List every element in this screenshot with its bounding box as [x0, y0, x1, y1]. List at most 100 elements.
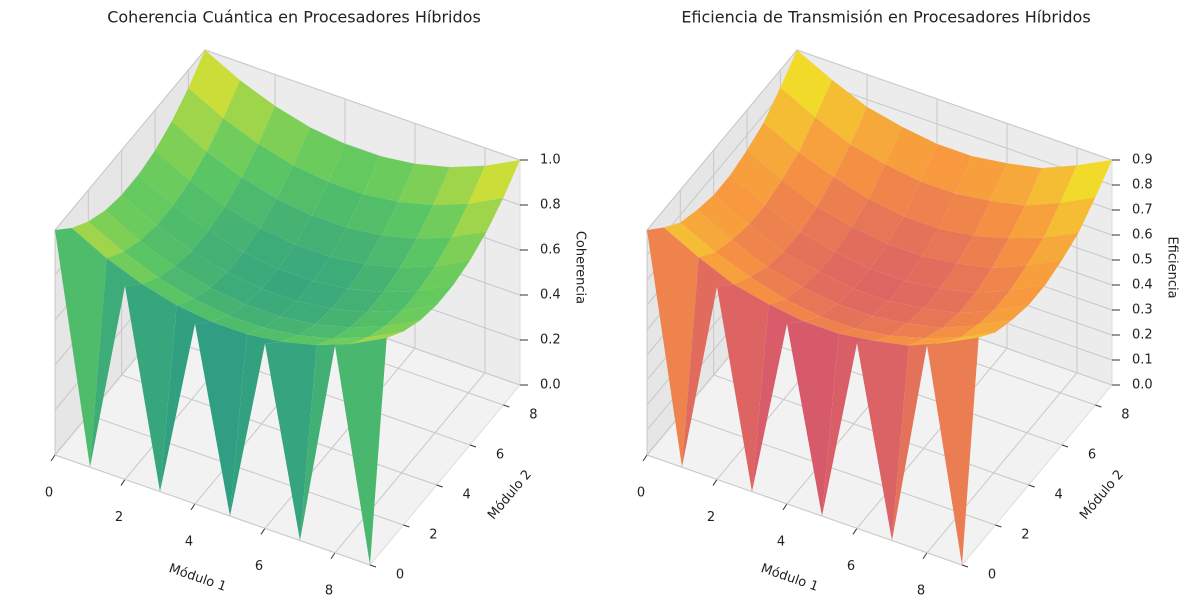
surface-face — [190, 151, 242, 207]
surface-face — [857, 340, 909, 541]
surface-face — [245, 288, 297, 317]
surface-face — [780, 50, 832, 118]
surface-face — [752, 304, 804, 492]
surface-face — [835, 226, 887, 269]
tick-mark — [961, 564, 969, 568]
z-axis-label: Coherencia — [573, 231, 588, 304]
surface-face — [331, 288, 384, 313]
surface-face — [138, 150, 190, 206]
tick-mark — [120, 479, 126, 486]
surface-face — [940, 263, 992, 294]
tick-mark — [1061, 444, 1069, 448]
surface-face — [298, 324, 350, 339]
surface-face — [885, 126, 937, 182]
surface-face — [838, 328, 891, 341]
surface-face — [160, 305, 212, 492]
surface-face — [767, 251, 819, 287]
surface-face — [955, 156, 1007, 201]
tick-mark — [1028, 484, 1035, 488]
x-axis-label: Módulo 1 — [167, 561, 228, 595]
surface-face — [140, 225, 192, 267]
surface-face — [211, 315, 264, 335]
surface-face — [872, 301, 924, 324]
surface-face — [887, 216, 939, 257]
grid-line — [926, 372, 1078, 554]
surface-face — [71, 221, 124, 259]
grid-line — [88, 414, 404, 526]
y-tick-label: 2 — [1021, 528, 1029, 543]
surface-face — [125, 283, 177, 492]
z-tick-label: 0.4 — [1132, 278, 1153, 293]
grid-line — [856, 348, 1008, 529]
surface-face — [350, 310, 402, 328]
chart-title: Coherencia Cuántica en Procesadores Híbr… — [107, 8, 481, 27]
surface-face — [435, 231, 487, 267]
surface-face — [311, 181, 364, 228]
y-tick-label: 6 — [1088, 448, 1096, 463]
surface-face — [713, 175, 766, 225]
x-axis-label: Módulo 1 — [759, 561, 820, 595]
surface-face — [873, 335, 926, 346]
surface-face — [938, 193, 991, 236]
z-tick-label: 0.8 — [540, 198, 561, 213]
surface-face — [855, 316, 907, 336]
surface-face — [868, 164, 921, 217]
surface-face — [316, 337, 369, 346]
surface-face — [226, 252, 279, 289]
surface-face — [833, 144, 886, 200]
y-tick-label: 6 — [496, 448, 504, 463]
surface-face — [1027, 232, 1079, 266]
tick-mark — [782, 503, 788, 511]
surface-face — [296, 281, 349, 309]
tick-mark — [852, 528, 858, 535]
surface-face — [330, 227, 382, 265]
surface-face — [155, 121, 207, 181]
surface-face — [123, 240, 175, 278]
surface-face — [923, 288, 976, 314]
surface-face — [1008, 202, 1061, 239]
z-axis-label: Eficiencia — [1165, 236, 1180, 298]
tick-mark — [1095, 404, 1102, 408]
z-tick-label: 0.5 — [1132, 253, 1153, 268]
surface-face — [870, 243, 922, 282]
chart-title: Eficiencia de Transmisión en Procesadore… — [681, 8, 1090, 27]
surface-face — [820, 303, 872, 329]
surface-face — [366, 290, 419, 313]
surface-face — [400, 237, 452, 268]
surface-face — [715, 239, 767, 277]
tick-mark — [403, 524, 410, 528]
y-tick-label: 2 — [429, 528, 437, 543]
grid-line — [204, 49, 521, 161]
surface-face — [401, 285, 454, 311]
tick-mark — [260, 528, 266, 535]
surface-face — [88, 210, 140, 252]
surface-face — [957, 235, 1009, 269]
grid-line — [646, 454, 963, 566]
surface-face — [853, 268, 906, 302]
surface-face — [263, 316, 315, 336]
tick-mark — [330, 552, 336, 560]
surface-face — [265, 341, 317, 541]
surface-face — [278, 244, 330, 282]
surface-face — [803, 316, 856, 334]
z-tick-label: 1.0 — [540, 153, 561, 168]
surface-face — [852, 199, 904, 244]
z-tick-label: 0.7 — [1132, 203, 1153, 218]
surface-face — [191, 230, 244, 273]
surface-face — [905, 256, 957, 289]
surface-face — [750, 266, 802, 300]
surface-face — [927, 337, 979, 565]
surface-face — [680, 210, 732, 253]
surface-face — [281, 335, 334, 346]
surface-face — [817, 176, 869, 227]
z-tick-label: 0.0 — [540, 378, 561, 393]
surface-face — [333, 326, 385, 339]
surface-face — [451, 198, 504, 238]
z-tick-label: 0.1 — [1132, 353, 1153, 368]
surface-face — [958, 290, 1011, 314]
tick-mark — [469, 444, 477, 448]
surface-face — [920, 143, 972, 194]
surface-face — [195, 321, 247, 517]
surface-face — [748, 204, 801, 252]
grid-line — [796, 49, 1113, 161]
